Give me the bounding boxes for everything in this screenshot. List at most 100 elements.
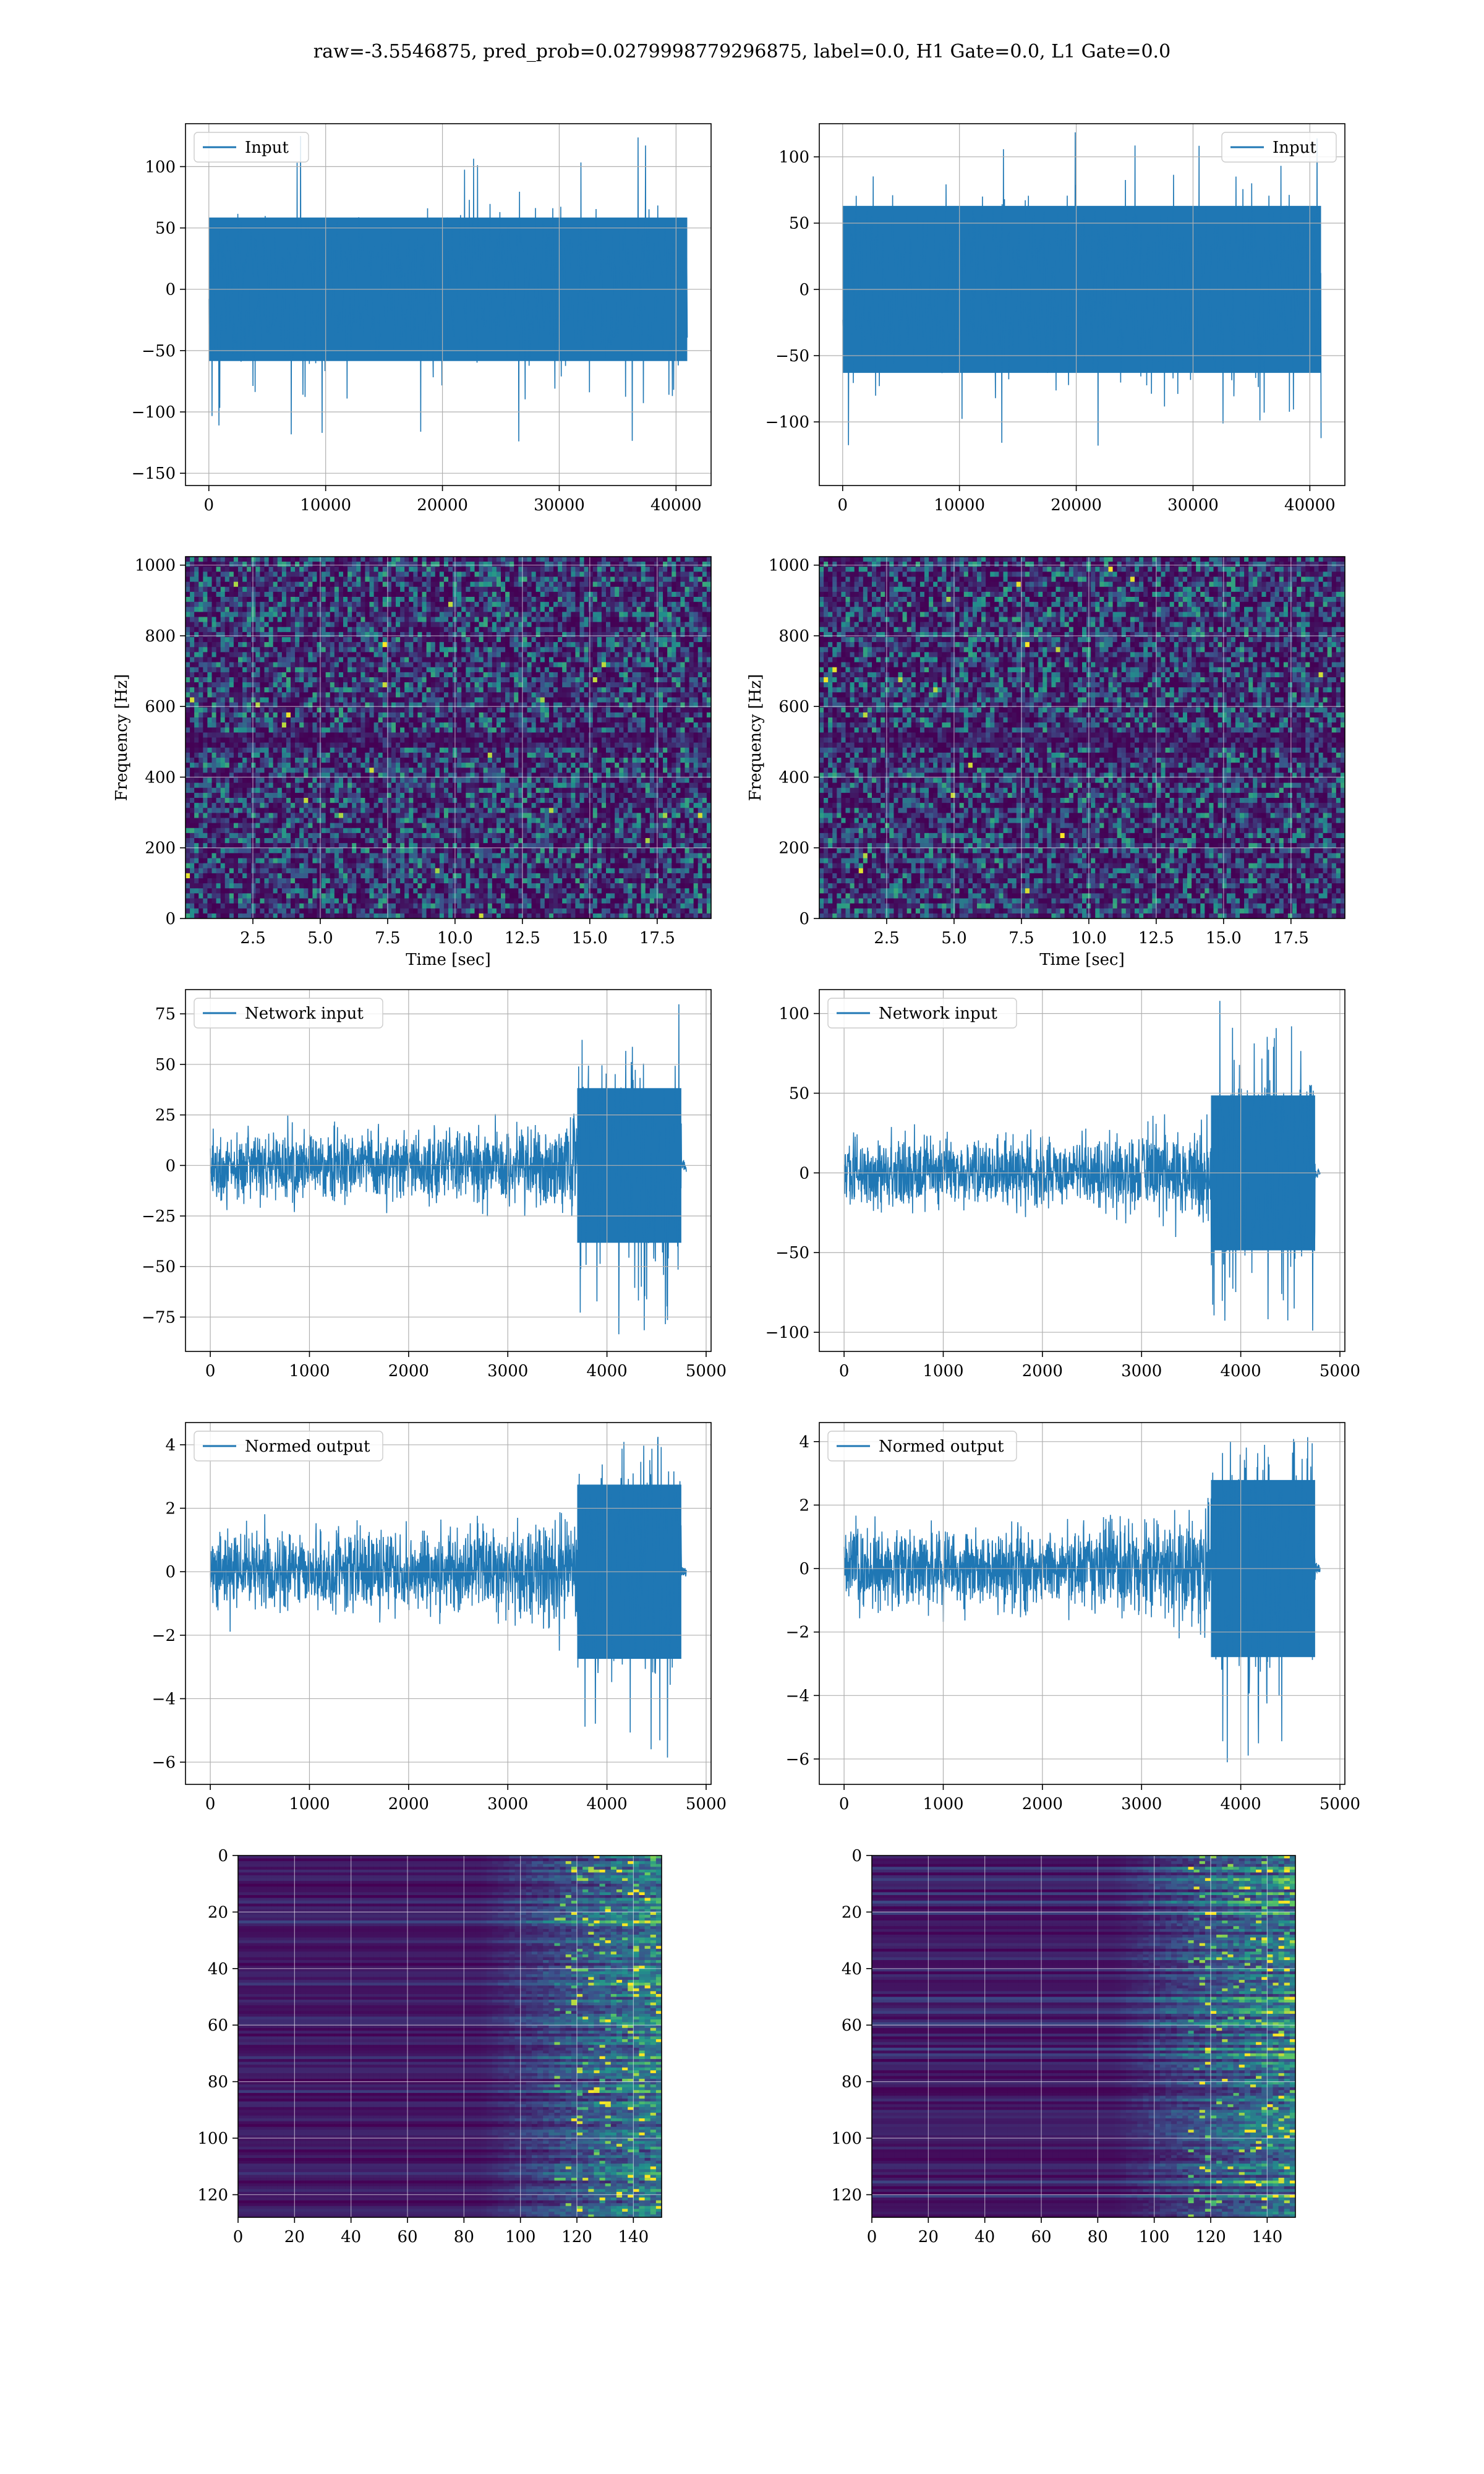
l1-spectrogram-xlabel: Time [sec] [1039,951,1125,969]
h1-network-input-legend: Network input [194,998,383,1029]
h1-network-input-xtick-label: 4000 [587,1362,628,1380]
l1-normed-output-xtick-label: 0 [839,1795,850,1813]
l1-feature-map-xtick-label: 40 [974,2228,995,2246]
l1-input-xtick-label: 20000 [1051,496,1102,515]
h1-input-xtick-label: 40000 [650,496,702,515]
l1-feature-map-ytick-label: 0 [851,1847,862,1865]
h1-feature-map-xtick-label: 120 [561,2228,592,2246]
h1-feature-map-xtick-label: 0 [233,2228,244,2246]
l1-spectrogram-plot-area [819,557,1345,918]
l1-spectrogram-chart: 2.5 5.0 7.5 10.0 12.5 15.0 17.5 0 200 400 600 800 10… [746,556,1345,969]
h1-normed-output-legend-label: Normed output [245,1437,370,1456]
l1-input-ytick-label: −50 [775,347,809,366]
l1-feature-map-ytick-label: 80 [842,2073,862,2092]
l1-input-ytick-label: −100 [765,413,809,432]
l1-spectrogram-xtick-label: 15.0 [1206,929,1242,948]
h1-normed-output-ytick-label: 0 [165,1563,176,1582]
h1-network-input-xtick-label: 2000 [388,1362,429,1380]
l1-normed-output-xtick-label: 3000 [1121,1795,1162,1813]
l1-feature-map-ytick-label: 100 [831,2129,862,2148]
h1-normed-output-ytick-label: −4 [152,1690,176,1708]
l1-network-input-plot-area [819,990,1345,1351]
l1-normed-output-xtick-label: 4000 [1221,1795,1261,1813]
h1-normed-output-xtick-label: 5000 [686,1795,727,1813]
h1-input-plot-area [186,124,711,486]
l1-input-xtick-label: 10000 [934,496,985,515]
l1-network-input-legend-label: Network input [879,1004,997,1023]
h1-spectrogram-xtick-label: 7.5 [375,929,400,948]
h1-feature-map-ytick-label: 40 [208,1960,228,1979]
h1-feature-map-ytick-label: 60 [208,2016,228,2035]
l1-network-input-xtick-label: 5000 [1320,1362,1360,1380]
h1-input-chart: 0 10000 20000 30000 40000 −150 −100 −50 0 50 100 In… [132,123,712,515]
h1-input-xtick-label: 10000 [300,496,351,515]
h1-feature-map-chart: 0 20 40 60 80 100 120 140 0 20 40 60 80 100 120 [197,1847,662,2246]
l1-normed-output-xtick-label: 1000 [923,1795,963,1813]
h1-input-xtick-label: 30000 [534,496,585,515]
l1-input-ytick-label: 0 [799,281,809,299]
l1-feature-map-xtick-label: 120 [1195,2228,1226,2246]
h1-input-frame [185,123,712,486]
h1-feature-map-xtick-label: 40 [341,2228,361,2246]
l1-normed-output-ytick-label: −6 [786,1750,809,1769]
h1-spectrogram-ytick-label: 400 [145,768,176,787]
l1-network-input-xtick-label: 0 [839,1362,850,1380]
l1-feature-map-xtick-label: 0 [867,2228,877,2246]
l1-feature-map-plot-area [872,1856,1295,2217]
h1-network-input-ytick-label: 0 [165,1157,176,1175]
h1-normed-output-xtick-label: 0 [205,1795,216,1813]
figure-title: raw=-3.5546875, pred_prob=0.027999877929… [0,41,1484,62]
h1-network-input-ytick-label: −50 [142,1258,176,1277]
l1-network-input-xtick-label: 1000 [923,1362,963,1380]
l1-feature-map-xtick-label: 20 [918,2228,939,2246]
l1-normed-output-ytick-label: 4 [799,1433,809,1452]
h1-feature-map-frame [237,1855,662,2218]
h1-normed-output-ytick-label: −2 [152,1627,176,1645]
l1-spectrogram-ytick-label: 800 [778,627,809,646]
l1-network-input-xtick-label: 3000 [1121,1362,1162,1380]
h1-input-series-line [208,135,688,442]
h1-network-input-xtick-label: 0 [205,1362,216,1380]
h1-spectrogram-ytick-label: 0 [165,910,176,928]
h1-spectrogram-xtick-label: 12.5 [505,929,540,948]
l1-input-legend-label: Input [1273,139,1316,157]
l1-spectrogram-xtick-label: 12.5 [1138,929,1174,948]
h1-spectrogram-ytick-label: 600 [145,698,176,716]
h1-network-input-ytick-label: −75 [142,1308,176,1327]
h1-input-ytick-label: −150 [132,464,176,483]
h1-network-input-ytick-label: 25 [155,1106,176,1125]
l1-network-input-xtick-label: 4000 [1221,1362,1261,1380]
h1-normed-output-xtick-label: 1000 [289,1795,330,1813]
h1-network-input-frame [185,989,712,1352]
l1-feature-map-ytick-label: 60 [842,2016,862,2035]
l1-input-ytick-label: 100 [778,148,809,167]
h1-network-input-plot-area [186,990,711,1351]
l1-feature-map-xtick-label: 100 [1139,2228,1170,2246]
l1-input-ytick-label: 50 [789,215,809,233]
h1-normed-output-ytick-label: −6 [152,1753,176,1772]
h1-network-input-xtick-label: 5000 [686,1362,727,1380]
l1-normed-output-legend-label: Normed output [879,1437,1004,1456]
h1-network-input-chart: 0 1000 2000 3000 4000 5000 −75 −50 −25 0 25 50 75 Net… [142,989,727,1380]
l1-normed-output-ytick-label: −2 [786,1624,809,1642]
h1-feature-map-xtick-label: 80 [454,2228,474,2246]
l1-input-plot-area [819,124,1345,486]
l1-normed-output-xtick-label: 5000 [1320,1795,1360,1813]
l1-spectrogram-ytick-label: 1000 [769,557,809,575]
h1-normed-output-xtick-label: 3000 [487,1795,528,1813]
h1-feature-map-xtick-label: 60 [397,2228,417,2246]
h1-input-xtick-label: 0 [204,496,215,515]
h1-network-input-xtick-label: 3000 [487,1362,528,1380]
h1-spectrogram-xtick-label: 2.5 [240,929,265,948]
l1-normed-output-ytick-label: −4 [786,1687,809,1705]
l1-input-xtick-label: 40000 [1284,496,1336,515]
l1-normed-output-frame [819,1422,1345,1785]
l1-spectrogram-xtick-label: 5.0 [941,929,966,948]
l1-normed-output-ytick-label: 2 [799,1496,809,1515]
l1-normed-output-ytick-label: 0 [799,1560,809,1578]
h1-normed-output-ytick-label: 2 [165,1500,176,1518]
l1-network-input-ytick-label: −100 [765,1324,809,1342]
l1-spectrogram-frame [819,556,1345,919]
